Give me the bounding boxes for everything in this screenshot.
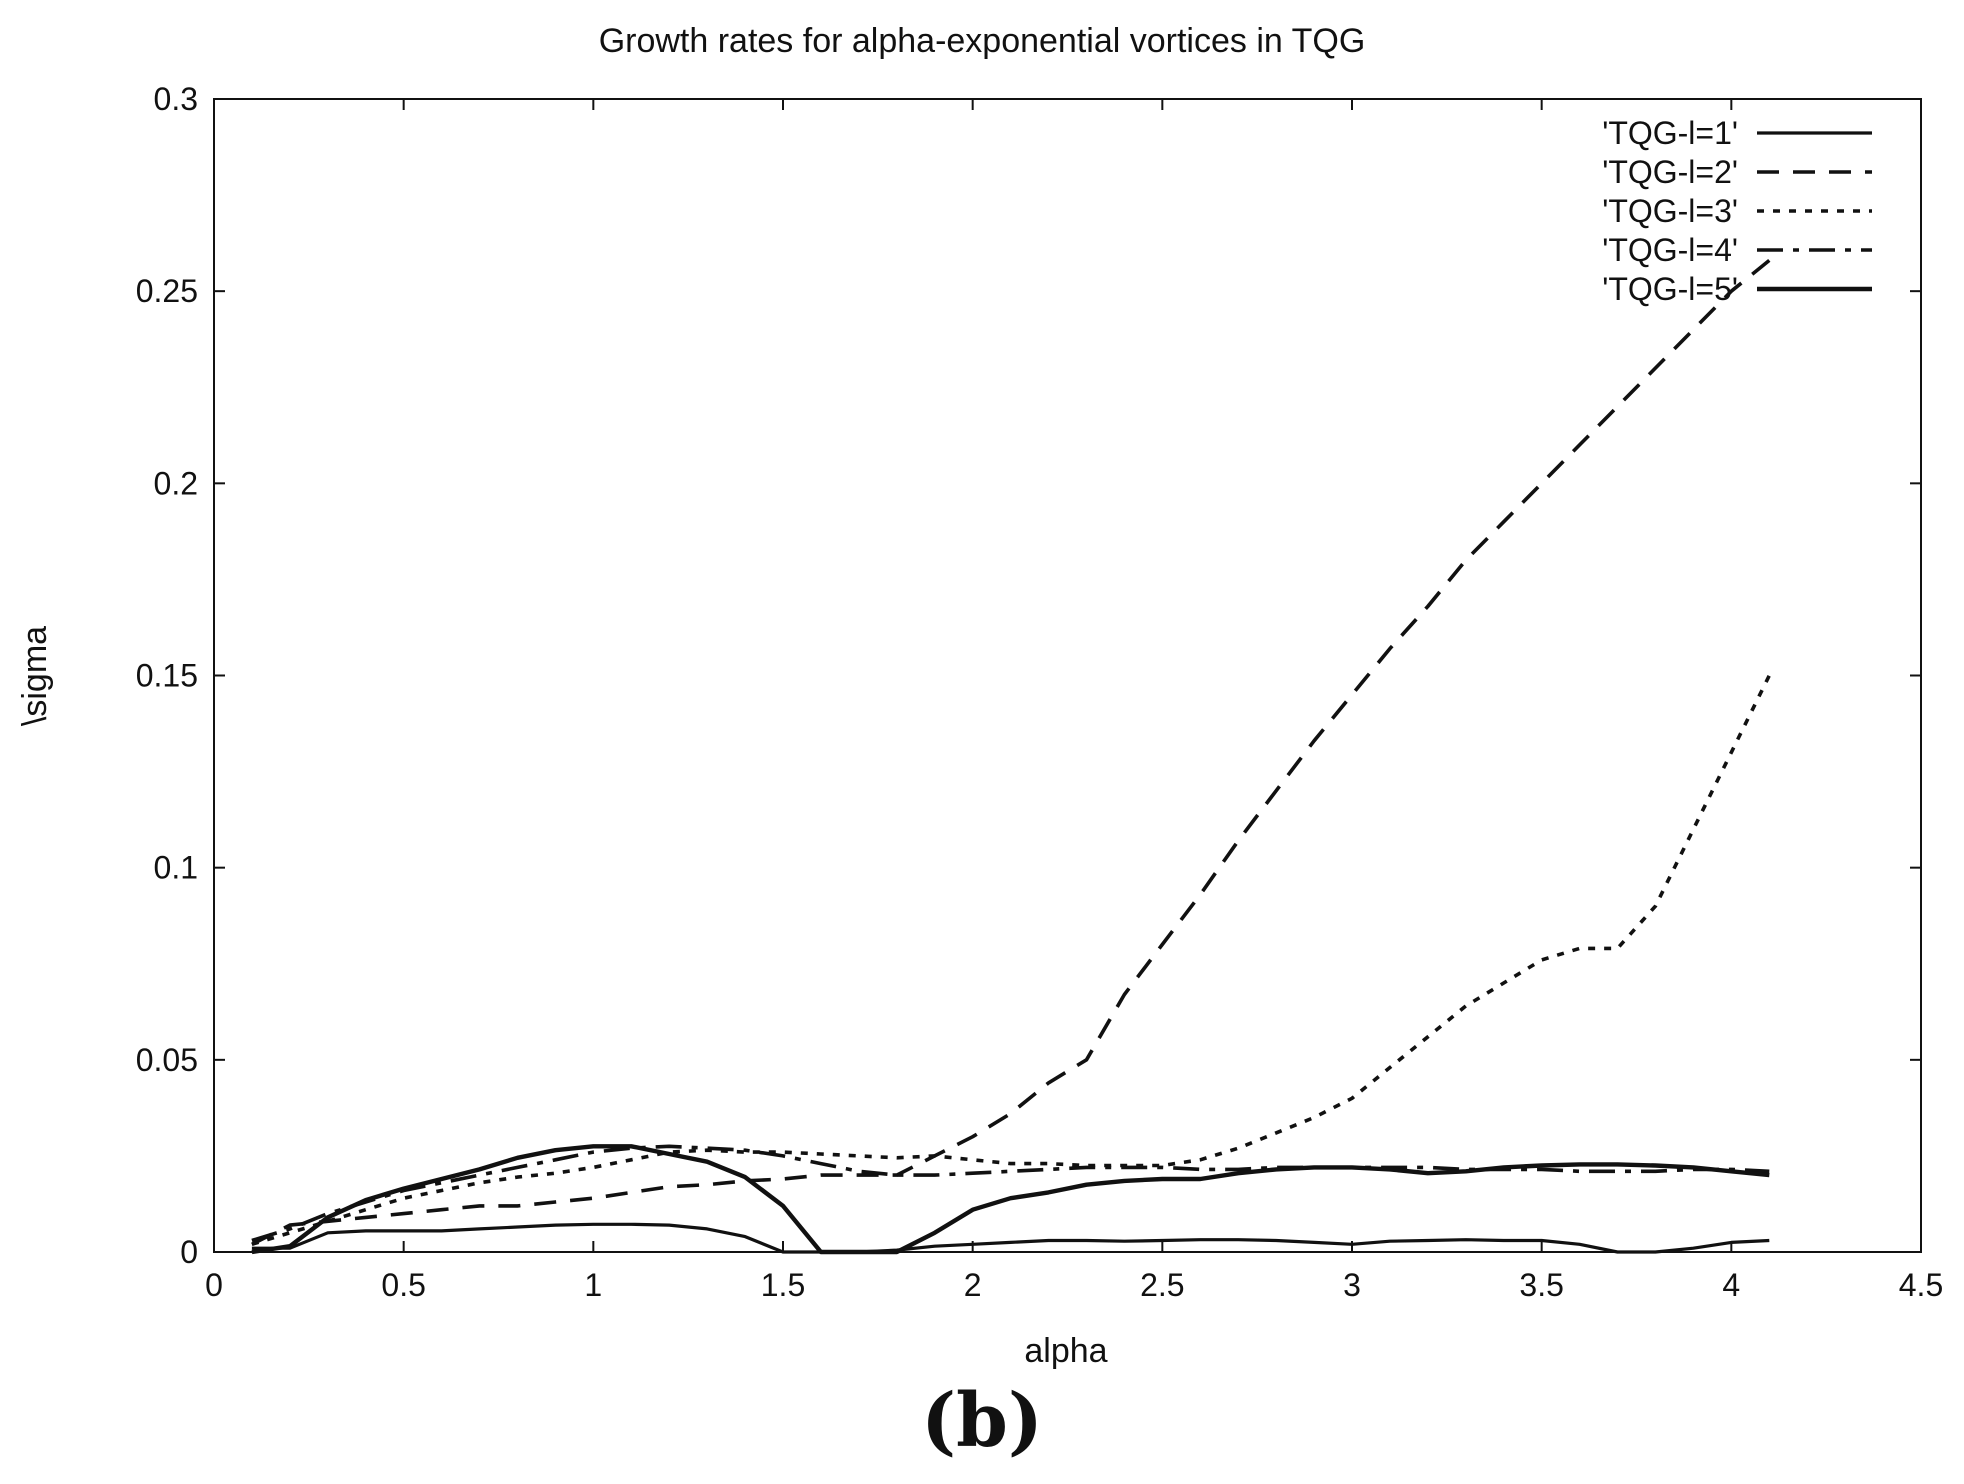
legend-label: 'TQG-l=3' (1602, 193, 1738, 229)
y-tick-label: 0.15 (136, 658, 198, 694)
x-tick-label: 0.5 (381, 1267, 425, 1303)
legend-label: 'TQG-l=5' (1602, 271, 1738, 307)
y-axis-label: \sigma (16, 626, 54, 726)
y-tick-label: 0 (180, 1234, 198, 1270)
legend-label: 'TQG-l=1' (1602, 115, 1738, 151)
series-line-1 (251, 1222, 1770, 1254)
y-tick-label: 0.25 (136, 273, 198, 309)
y-tick-label: 0.05 (136, 1042, 198, 1078)
panel-label: (b) (921, 1378, 1043, 1464)
x-tick-label: 2 (964, 1267, 982, 1303)
series-line-5 (251, 1144, 1770, 1255)
y-axis: 0 0.05 0.1 0.15 0.2 0.25 0.3 (136, 81, 1921, 1270)
x-tick-label: 0 (205, 1267, 223, 1303)
x-tick-label: 3 (1343, 1267, 1361, 1303)
x-axis-label: alpha (1024, 1332, 1107, 1370)
series-line-2 (251, 259, 1771, 1246)
x-tick-label: 1 (584, 1267, 602, 1303)
y-tick-label: 0.2 (154, 465, 198, 501)
x-tick-label: 1.5 (761, 1267, 805, 1303)
plot-area (251, 259, 1771, 1255)
chart-title: Growth rates for alpha-exponential vorti… (599, 22, 1366, 60)
series-line-3 (251, 674, 1771, 1247)
legend-label: 'TQG-l=4' (1602, 232, 1738, 268)
series-line-4 (251, 1144, 1770, 1243)
x-tick-label: 4.5 (1899, 1267, 1943, 1303)
legend: 'TQG-l=1''TQG-l=2''TQG-l=3''TQG-l=4''TQG… (1602, 115, 1872, 307)
y-tick-label: 0.1 (154, 850, 198, 886)
plot-frame (213, 98, 1922, 1253)
x-tick-label: 2.5 (1140, 1267, 1184, 1303)
y-tick-label: 0.3 (154, 81, 198, 117)
legend-label: 'TQG-l=2' (1602, 154, 1738, 190)
x-tick-label: 3.5 (1519, 1267, 1563, 1303)
x-tick-label: 4 (1722, 1267, 1740, 1303)
x-axis: 0 0.5 1 1.5 2 2.5 3 3.5 4 4.5 (205, 99, 1943, 1303)
